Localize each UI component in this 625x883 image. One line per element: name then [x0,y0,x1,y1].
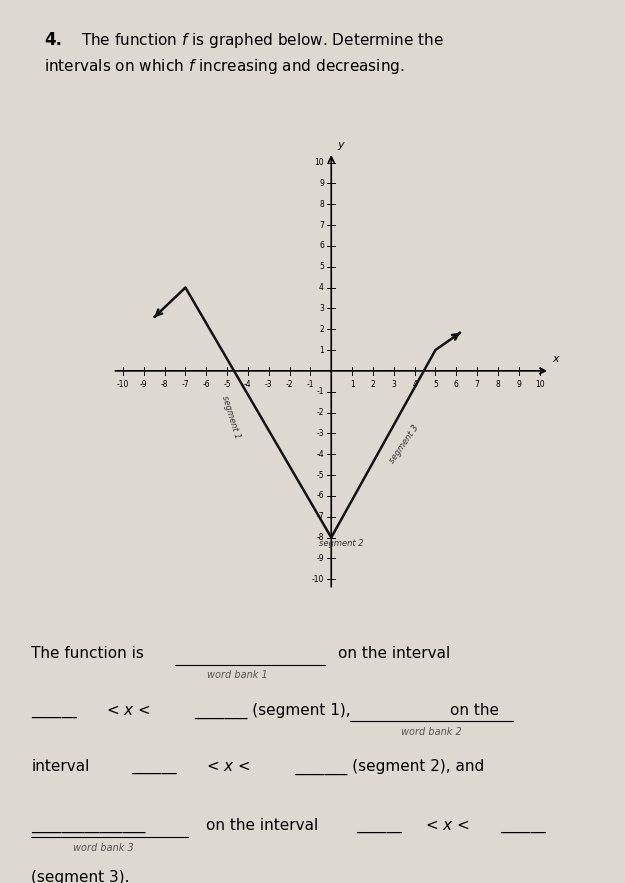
Text: The function is: The function is [31,646,144,661]
Text: 3: 3 [319,304,324,313]
Text: -2: -2 [316,408,324,417]
Text: segment 2: segment 2 [319,540,364,548]
Text: 1: 1 [350,381,354,389]
Text: -9: -9 [140,381,148,389]
Text: 1: 1 [319,345,324,355]
Text: on the interval: on the interval [206,819,319,834]
Text: interval: interval [31,759,89,774]
Text: segment 1: segment 1 [221,394,242,440]
Text: 10: 10 [314,158,324,167]
Text: word bank 3: word bank 3 [72,842,134,853]
Text: 4: 4 [412,381,417,389]
Text: -1: -1 [316,387,324,396]
Text: 2: 2 [371,381,375,389]
Text: -4: -4 [244,381,252,389]
Text: -8: -8 [316,533,324,542]
Text: -9: -9 [316,554,324,562]
Text: -7: -7 [316,512,324,521]
Text: -2: -2 [286,381,293,389]
Text: -6: -6 [316,491,324,501]
Text: < $x$ <: < $x$ < [206,759,251,774]
Text: 3: 3 [391,381,396,389]
Text: $x$: $x$ [552,353,561,364]
Text: word bank 1: word bank 1 [207,670,268,680]
Text: word bank 2: word bank 2 [401,727,462,736]
Text: 9: 9 [516,381,521,389]
Text: 8: 8 [319,200,324,208]
Text: < $x$ <: < $x$ < [425,819,469,834]
Text: -5: -5 [316,471,324,479]
Text: -3: -3 [265,381,272,389]
Text: 4: 4 [319,283,324,292]
Text: -8: -8 [161,381,168,389]
Text: (segment 3).: (segment 3). [31,870,130,883]
Text: 10: 10 [535,381,544,389]
Text: _______ (segment 1),: _______ (segment 1), [194,703,351,719]
Text: ______: ______ [31,703,77,718]
Text: 8: 8 [496,381,500,389]
Text: 6: 6 [454,381,459,389]
Text: _______ (segment 2), and: _______ (segment 2), and [294,759,484,775]
Text: 9: 9 [319,179,324,188]
Text: -5: -5 [223,381,231,389]
Text: $y$: $y$ [338,140,346,152]
Text: The function $f$ is graphed below. Determine the: The function $f$ is graphed below. Deter… [81,31,444,50]
Text: -6: -6 [202,381,210,389]
Text: on the: on the [450,703,499,718]
Text: 4.: 4. [44,31,62,49]
Text: 2: 2 [319,325,324,334]
Text: -1: -1 [307,381,314,389]
Text: < $x$ <: < $x$ < [106,703,151,718]
Text: intervals on which $f$ increasing and decreasing.: intervals on which $f$ increasing and de… [44,57,404,77]
Text: -3: -3 [316,429,324,438]
Text: 5: 5 [433,381,438,389]
Text: -4: -4 [316,449,324,458]
Text: -10: -10 [117,381,129,389]
Text: 7: 7 [319,221,324,230]
Text: segment 3: segment 3 [388,423,421,464]
Text: -7: -7 [182,381,189,389]
Text: -10: -10 [312,575,324,584]
Text: 5: 5 [319,262,324,271]
Text: 6: 6 [319,241,324,251]
Text: 7: 7 [474,381,479,389]
Text: ______: ______ [500,819,546,834]
Text: ______: ______ [131,759,177,774]
Text: _______________: _______________ [31,819,146,834]
Text: ______: ______ [356,819,402,834]
Text: on the interval: on the interval [338,646,450,661]
